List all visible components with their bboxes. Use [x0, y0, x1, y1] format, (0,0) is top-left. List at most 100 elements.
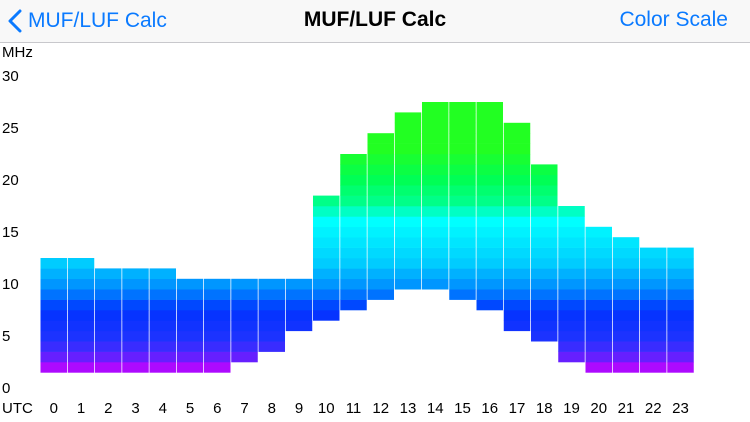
x-tick-label: 18	[536, 400, 553, 417]
bar	[176, 278, 204, 373]
bar-segment	[367, 268, 394, 280]
bar-segment	[394, 154, 422, 165]
bar-segment	[612, 330, 640, 342]
bar-segment	[667, 268, 694, 280]
x-tick-label: 13	[400, 400, 417, 417]
bar-segment	[285, 278, 313, 290]
bar-segment	[40, 362, 67, 373]
y-tick-label: 15	[2, 224, 19, 241]
bar-segment	[40, 341, 67, 352]
bar-segment	[176, 341, 204, 352]
bar-segment	[449, 195, 476, 207]
y-ticks: 0 5 10 15 20 25 30	[2, 68, 19, 397]
bar-segment	[313, 310, 340, 321]
bar-segment	[558, 289, 585, 300]
bar-segment	[503, 258, 531, 269]
bar-segment	[449, 237, 476, 248]
bar-segment	[503, 320, 531, 332]
bar-segment	[67, 278, 95, 290]
bar	[40, 258, 67, 373]
bar-segment	[667, 247, 694, 259]
x-tick-label: 6	[213, 400, 221, 417]
y-tick-label: 20	[2, 172, 19, 189]
bar-segment	[585, 247, 612, 259]
bar-segment	[258, 330, 285, 342]
bar-segment	[476, 195, 503, 207]
bar-segment	[95, 278, 122, 290]
bar-segment	[531, 278, 558, 290]
bar-segment	[176, 310, 204, 321]
y-tick-label: 30	[2, 68, 19, 85]
bar-segment	[367, 143, 394, 155]
bar-segment	[503, 143, 531, 155]
bar-segment	[585, 278, 612, 290]
bar	[313, 195, 340, 321]
bar-segment	[367, 237, 394, 248]
color-scale-button[interactable]: Color Scale	[619, 8, 728, 31]
bar-segment	[640, 351, 667, 363]
bar-segment	[612, 268, 640, 280]
bar-segment	[449, 174, 476, 186]
bar-segment	[558, 351, 585, 363]
bar-segment	[558, 278, 585, 290]
bar-segment	[313, 195, 340, 207]
bar-segment	[204, 351, 231, 363]
bar-segment	[340, 226, 367, 238]
x-tick-label: 3	[131, 400, 139, 417]
x-tick-label: 14	[427, 400, 444, 417]
bar-segment	[640, 278, 667, 290]
bar-segment	[476, 216, 503, 228]
bar-segment	[258, 289, 285, 300]
bar-segment	[612, 299, 640, 311]
bar	[394, 112, 422, 290]
bar-segment	[476, 102, 503, 113]
bar-segment	[503, 299, 531, 311]
bar-segment	[476, 112, 503, 124]
bar-segment	[394, 112, 422, 124]
bar-segment	[531, 320, 558, 332]
bar-segment	[449, 206, 476, 217]
bar-segment	[476, 247, 503, 259]
bar-segment	[340, 216, 367, 228]
bar	[612, 237, 640, 373]
bar-segment	[585, 362, 612, 373]
bar-segment	[149, 330, 176, 342]
bar-segment	[367, 154, 394, 165]
bar-segment	[313, 299, 340, 311]
bar-segment	[476, 164, 503, 176]
bar-segment	[531, 206, 558, 217]
bar-segment	[476, 133, 503, 144]
bar-segment	[95, 310, 122, 321]
bar-segment	[640, 341, 667, 352]
bar-segment	[449, 216, 476, 228]
bar-segment	[67, 258, 95, 269]
bar-segment	[231, 289, 258, 300]
bar-segment	[367, 247, 394, 259]
bar-segment	[503, 185, 531, 196]
bar-segment	[449, 112, 476, 124]
bar-segment	[367, 216, 394, 228]
y-axis-label: MHz	[2, 44, 33, 61]
bar-segment	[503, 310, 531, 321]
bar-segment	[122, 330, 149, 342]
bar-segment	[585, 320, 612, 332]
bar-segment	[367, 164, 394, 176]
bar-segment	[340, 278, 367, 290]
x-tick-label: 23	[672, 400, 689, 417]
bar-segment	[612, 320, 640, 332]
bar-segment	[122, 268, 149, 280]
bar-segment	[503, 174, 531, 186]
bar-segment	[640, 289, 667, 300]
y-tick-label: 25	[2, 120, 19, 137]
bar-segment	[95, 268, 122, 280]
x-tick-label: 8	[268, 400, 276, 417]
bar-segment	[449, 133, 476, 144]
back-button[interactable]: MUF/LUF Calc	[8, 4, 167, 38]
bar-segment	[503, 206, 531, 217]
bar	[422, 102, 449, 290]
bar-segment	[176, 330, 204, 342]
bar-segment	[531, 258, 558, 269]
bar-segment	[95, 351, 122, 363]
bar-segment	[122, 289, 149, 300]
bar-segment	[67, 330, 95, 342]
